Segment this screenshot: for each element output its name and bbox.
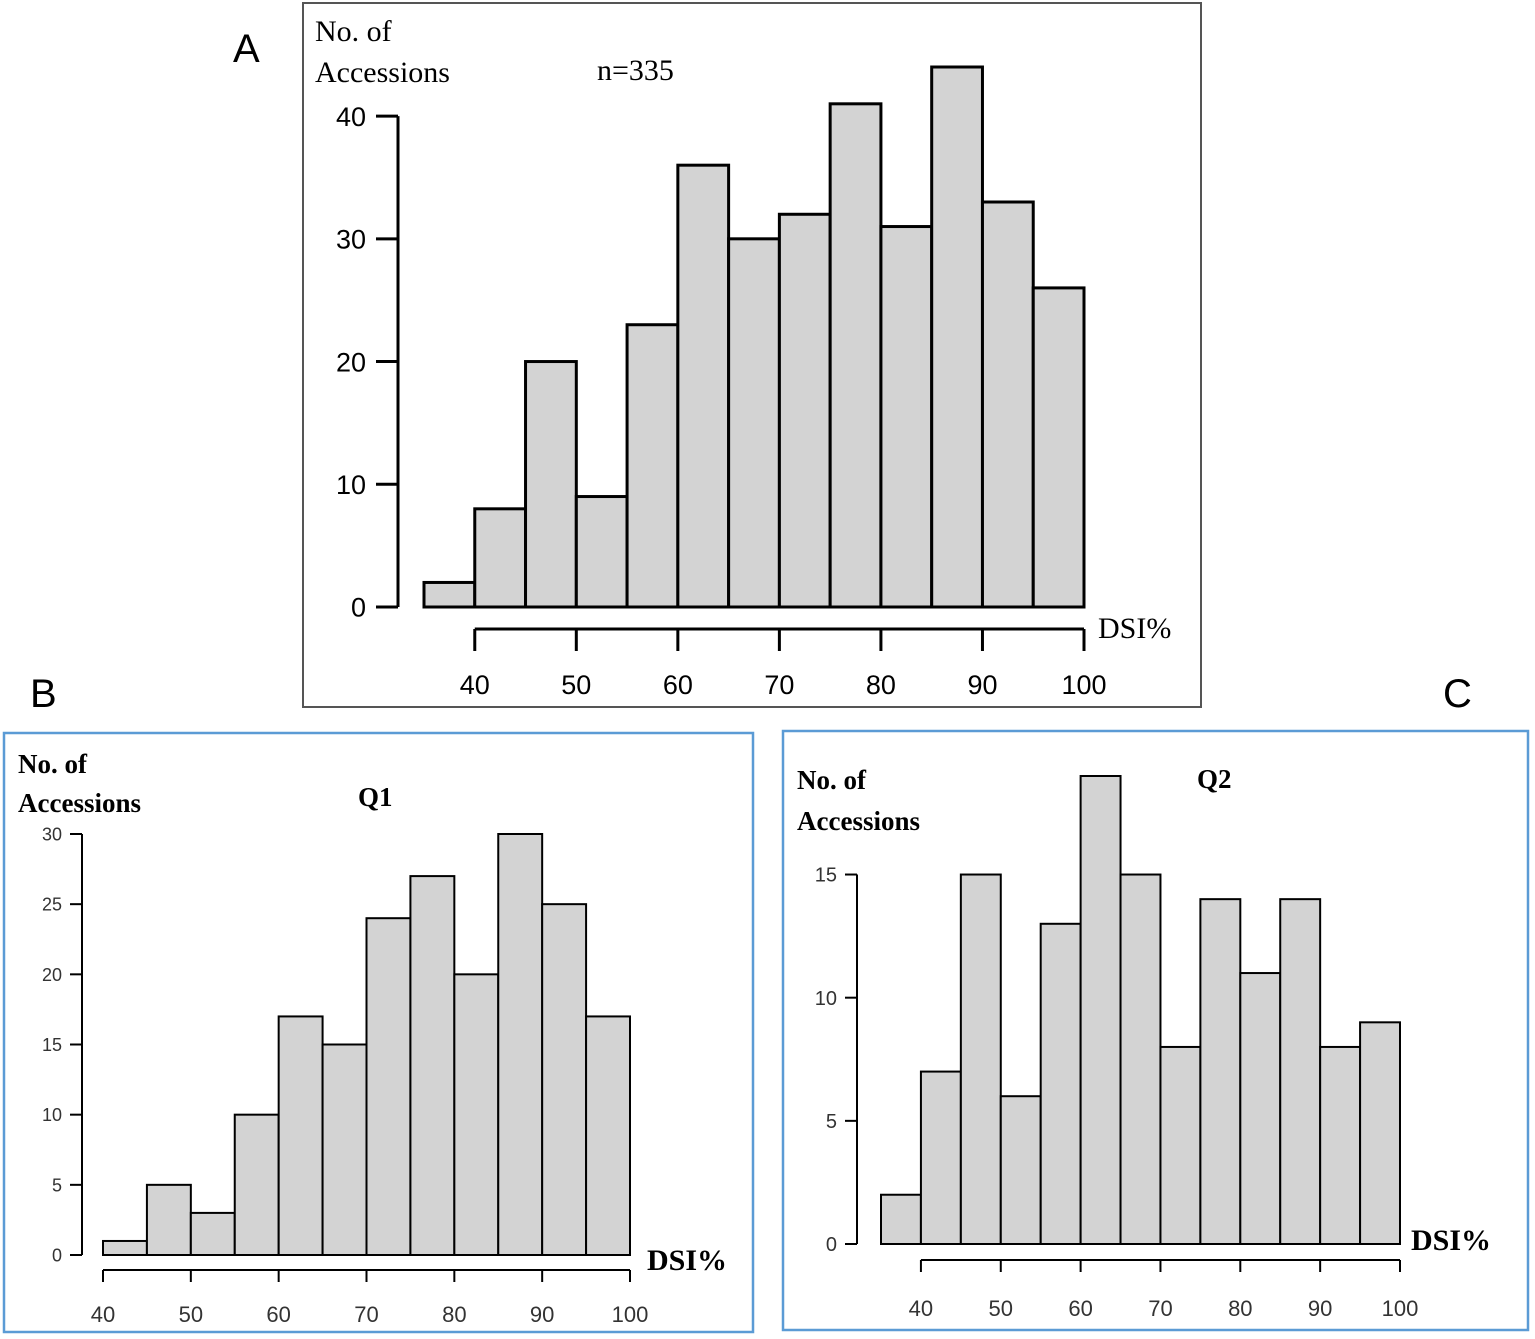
panel-b-bar xyxy=(409,875,456,1256)
panel-b-y-tick-label: 15 xyxy=(42,1035,62,1055)
panel-b-x-tick-label: 80 xyxy=(442,1302,466,1327)
panel-a-bar xyxy=(828,102,883,609)
panel-c-letter: C xyxy=(1443,672,1472,716)
panel-c-xlabel: DSI% xyxy=(1411,1224,1491,1257)
panel-b-y-tick-label: 30 xyxy=(42,824,62,844)
panel-a-x-tick-label: 80 xyxy=(866,670,896,700)
panel-a-bar xyxy=(879,225,934,609)
panel-a-bar xyxy=(1031,286,1086,609)
panel-b-y-tick-label: 10 xyxy=(42,1105,62,1125)
panel-b-ylabel-line1: No. of xyxy=(18,749,88,779)
panel-a-x-tick-label: 50 xyxy=(561,670,591,700)
panel-b-bar xyxy=(541,903,588,1257)
panel-b-bar xyxy=(145,1183,192,1257)
panel-c-x-tick-label: 40 xyxy=(909,1296,933,1321)
panel-b-bar xyxy=(102,1239,148,1257)
panel-b-x-tick-label: 60 xyxy=(266,1302,290,1327)
panel-a-letter: A xyxy=(233,27,260,71)
panel-a-y-tick-label: 20 xyxy=(336,347,366,377)
panel-a-y-tick-label: 30 xyxy=(336,225,366,255)
panel-b-ylabel-line2: Accessions xyxy=(18,788,141,818)
panel-c-bar xyxy=(1199,898,1242,1245)
panel-c-bar xyxy=(880,1193,922,1245)
panel-a-bar xyxy=(422,580,477,609)
panel-c-ylabel-line1: No. of xyxy=(797,765,867,795)
panel-c-bar xyxy=(1159,1045,1202,1246)
panel-c-bar xyxy=(999,1095,1042,1246)
panel-b-bar xyxy=(365,917,412,1256)
panel-a-y-tick-label: 0 xyxy=(351,593,366,623)
panel-b-title: Q1 xyxy=(358,782,393,812)
panel-c-frame xyxy=(781,729,1530,1332)
panel-c-y-tick-label: 5 xyxy=(826,1111,837,1133)
panel-c-y-tick-label: 15 xyxy=(815,865,837,887)
panel-c-bar xyxy=(1279,898,1322,1245)
panel-a-bar xyxy=(930,65,984,609)
panel-c-title: Q2 xyxy=(1197,764,1232,794)
panel-c-x-tick-label: 70 xyxy=(1148,1296,1172,1321)
panel-b-x-tick-label: 70 xyxy=(354,1302,378,1327)
panel-c-bar xyxy=(1239,972,1282,1245)
panel-a-y-tick-label: 40 xyxy=(336,102,366,132)
panel-c-x-tick-label: 80 xyxy=(1228,1296,1252,1321)
panel-a-x-tick-label: 60 xyxy=(663,670,693,700)
panel-c-x-tick-label: 60 xyxy=(1068,1296,1092,1321)
panel-b-frame xyxy=(2,731,755,1334)
panel-a-frame xyxy=(302,2,1202,708)
panel-b-x-tick-label: 40 xyxy=(91,1302,115,1327)
panel-a-bar xyxy=(625,323,680,609)
panel-a-bar xyxy=(574,495,629,609)
panel-a-bar xyxy=(524,360,578,609)
panel-b-bar xyxy=(233,1113,280,1256)
panel-c-bar xyxy=(1119,873,1162,1245)
panel-a-bar xyxy=(727,237,781,609)
panel-c-y-tick-label: 10 xyxy=(815,988,837,1010)
panel-b-bar xyxy=(321,1043,368,1256)
panel-c-bar xyxy=(1039,922,1082,1246)
panel-c-bar xyxy=(1319,1045,1362,1246)
panel-b-letter: B xyxy=(30,672,57,716)
panel-b-y-tick-label: 25 xyxy=(42,895,62,915)
panel-c-bar xyxy=(959,873,1002,1245)
panel-a-bar xyxy=(473,507,528,609)
panel-a-x-tick-label: 100 xyxy=(1061,670,1106,700)
panel-a-ylabel-line1: No. of xyxy=(315,15,392,48)
panel-a-title: n=335 xyxy=(597,54,674,87)
panel-b-x-tick-label: 50 xyxy=(179,1302,203,1327)
panel-b-y-tick-label: 20 xyxy=(42,965,62,985)
panel-b-x-tick-label: 90 xyxy=(530,1302,554,1327)
panel-b-bar xyxy=(497,833,544,1256)
panel-a-bar xyxy=(980,200,1035,609)
panel-b-bar xyxy=(453,973,500,1256)
panel-c-bar xyxy=(919,1070,962,1246)
panel-b-x-tick-label: 100 xyxy=(612,1302,649,1327)
panel-a-plot: 0 10 20 30 40 40 50 60 70 80 90 100 xyxy=(336,65,1107,700)
panel-b-bar xyxy=(189,1211,236,1257)
panel-a-x-tick-label: 70 xyxy=(764,670,794,700)
panel-c-x-tick-label: 100 xyxy=(1382,1296,1419,1321)
panel-c-bar xyxy=(1359,1021,1401,1245)
panel-a-bar xyxy=(676,163,731,609)
panel-b-xlabel: DSI% xyxy=(647,1244,727,1277)
panel-a-ylabel-line2: Accessions xyxy=(315,56,450,89)
panel-c-plot: 0 5 10 15 40 50 60 70 80 90 100 xyxy=(815,775,1419,1321)
panel-c-ylabel-line2: Accessions xyxy=(797,806,920,836)
panel-a-xlabel: DSI% xyxy=(1098,612,1171,645)
panel-b-plot: 0 5 10 15 20 25 30 40 50 60 70 80 90 100 xyxy=(42,824,648,1327)
panel-c-bar xyxy=(1079,775,1122,1245)
panel-c-y-tick-label: 0 xyxy=(826,1234,837,1256)
panel-a-y-tick-label: 10 xyxy=(336,470,366,500)
panel-a-bar xyxy=(777,212,832,609)
panel-c-x-tick-label: 90 xyxy=(1308,1296,1332,1321)
panel-b-bar xyxy=(585,1015,631,1257)
panel-a-x-tick-label: 40 xyxy=(460,670,490,700)
panel-a-x-tick-label: 90 xyxy=(967,670,997,700)
panel-b-bar xyxy=(277,1015,324,1257)
panel-c-x-tick-label: 50 xyxy=(989,1296,1013,1321)
panel-b-y-tick-label: 0 xyxy=(52,1245,62,1265)
panel-b-y-tick-label: 5 xyxy=(52,1175,62,1195)
